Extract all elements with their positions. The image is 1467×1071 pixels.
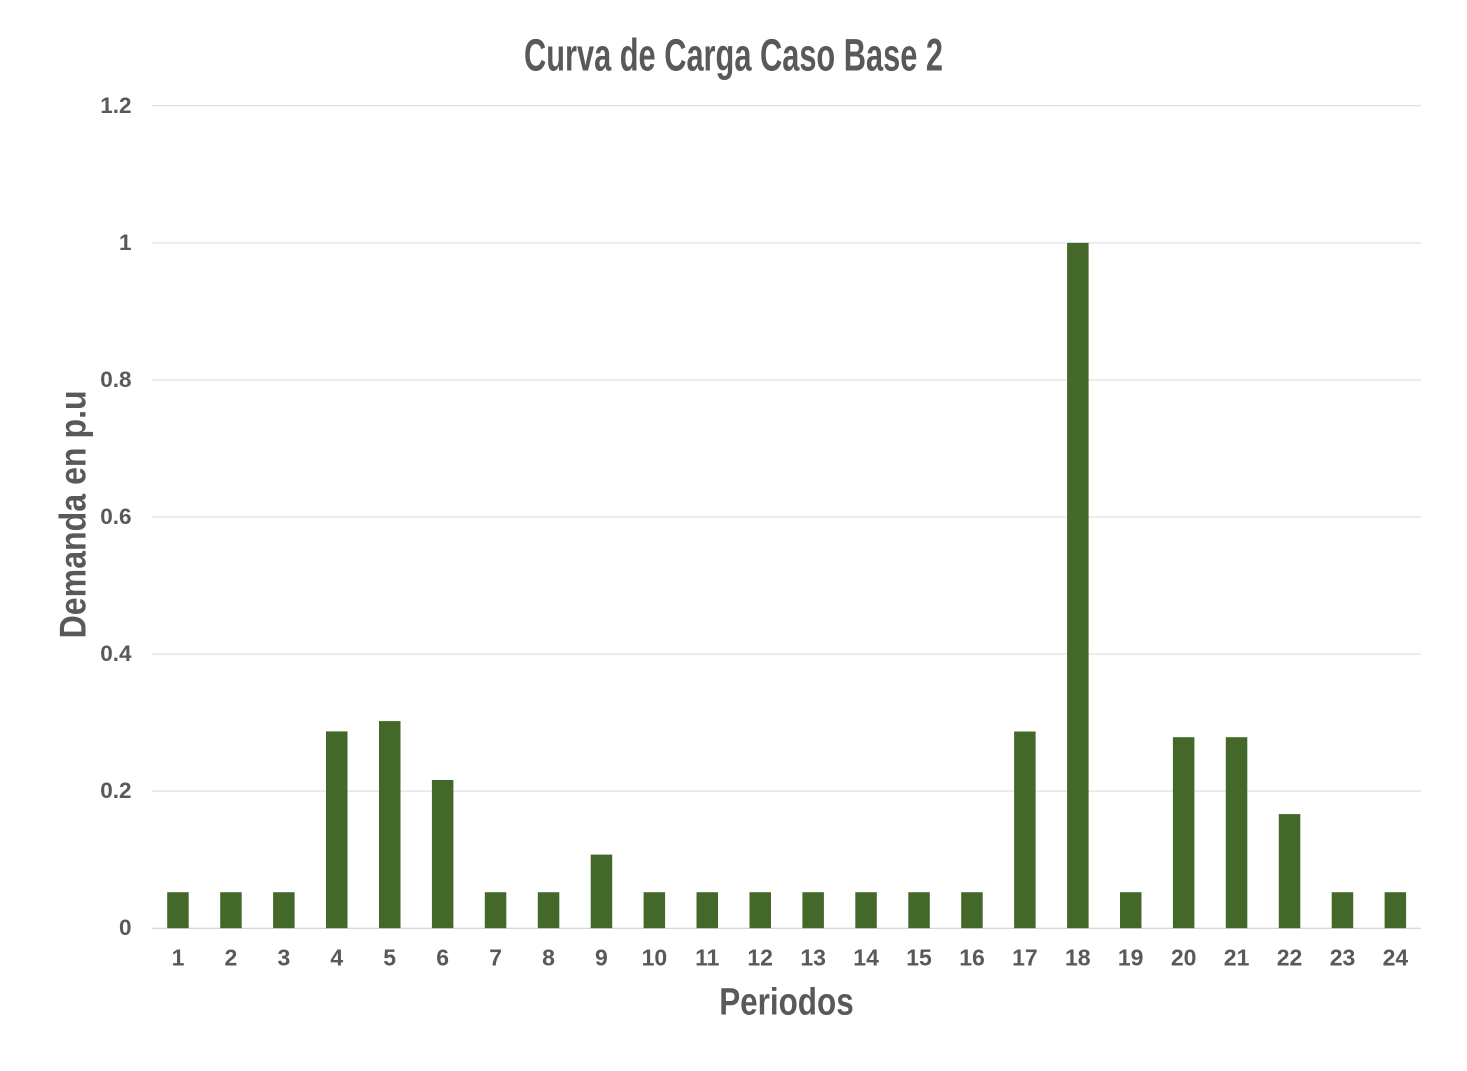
svg-text:Periodos: Periodos bbox=[719, 981, 854, 1023]
svg-text:16: 16 bbox=[959, 945, 985, 971]
svg-text:9: 9 bbox=[595, 945, 608, 971]
svg-text:11: 11 bbox=[695, 945, 720, 971]
svg-text:18: 18 bbox=[1065, 945, 1091, 971]
svg-text:1: 1 bbox=[172, 945, 185, 971]
svg-text:1.2: 1.2 bbox=[100, 93, 131, 118]
svg-text:19: 19 bbox=[1118, 945, 1144, 971]
svg-text:Curva de Carga Caso Base 2: Curva de Carga Caso Base 2 bbox=[524, 29, 943, 80]
svg-text:22: 22 bbox=[1277, 945, 1303, 971]
svg-text:5: 5 bbox=[383, 945, 396, 971]
svg-text:21: 21 bbox=[1224, 945, 1250, 971]
svg-text:17: 17 bbox=[1012, 945, 1038, 971]
svg-text:3: 3 bbox=[278, 945, 291, 971]
svg-text:20: 20 bbox=[1171, 945, 1197, 971]
svg-text:15: 15 bbox=[906, 945, 932, 971]
svg-text:13: 13 bbox=[800, 945, 826, 971]
svg-text:Demanda en p.u: Demanda en p.u bbox=[53, 390, 94, 638]
svg-text:0.8: 0.8 bbox=[100, 367, 131, 392]
svg-text:0.2: 0.2 bbox=[100, 778, 131, 803]
svg-text:0.4: 0.4 bbox=[100, 641, 132, 666]
svg-text:4: 4 bbox=[330, 945, 343, 971]
svg-text:8: 8 bbox=[542, 945, 555, 971]
svg-text:12: 12 bbox=[747, 945, 773, 971]
svg-text:14: 14 bbox=[853, 945, 879, 971]
svg-text:1: 1 bbox=[119, 230, 132, 255]
svg-text:24: 24 bbox=[1383, 945, 1409, 971]
svg-text:10: 10 bbox=[642, 945, 668, 971]
svg-text:23: 23 bbox=[1330, 945, 1356, 971]
svg-text:0: 0 bbox=[119, 915, 132, 940]
svg-text:0.6: 0.6 bbox=[100, 504, 131, 529]
svg-text:6: 6 bbox=[436, 945, 449, 971]
svg-text:2: 2 bbox=[225, 945, 238, 971]
svg-text:7: 7 bbox=[489, 945, 502, 971]
